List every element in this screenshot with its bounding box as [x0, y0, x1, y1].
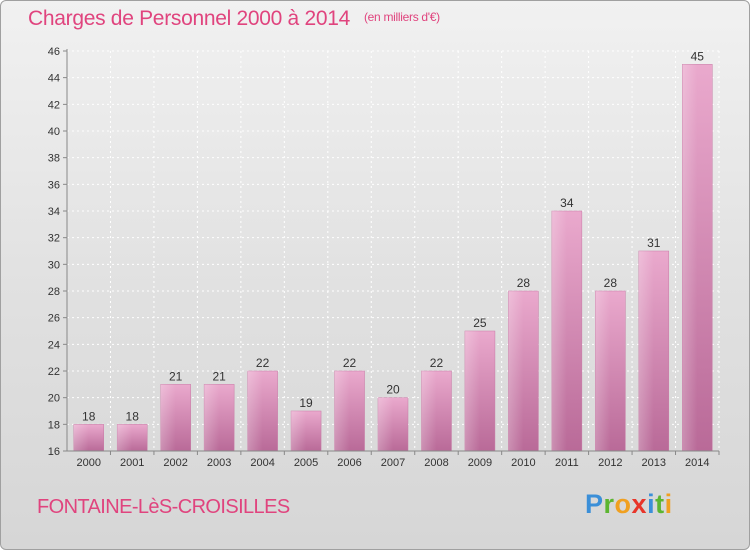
bars [73, 64, 713, 452]
x-tick-label: 2008 [424, 457, 448, 469]
commune-name: FONTAINE-LèS-CROISILLES [37, 496, 290, 518]
bar-highlight [464, 331, 480, 451]
x-tick-label: 2014 [685, 457, 709, 469]
bar-highlight [682, 64, 698, 452]
data-label: 20 [386, 383, 400, 397]
data-label: 21 [169, 369, 183, 383]
axes: 16 18 20 22 24 26 28 30 32 34 36 38 40 42 44 46 2000 2001… [48, 46, 720, 469]
y-tick-label: 46 [48, 46, 60, 58]
proxiti-logo: Proxiti [585, 489, 673, 520]
bar-highlight [334, 371, 350, 451]
data-labels: 18 18 21 21 22 19 22 20 22 25 28 34 28 31 45 [82, 49, 704, 423]
data-label: 31 [647, 236, 661, 250]
bar-highlight [378, 397, 393, 451]
y-tick-label: 38 [48, 153, 60, 165]
data-label: 25 [473, 316, 487, 330]
chart-title-text: Charges de Personnel 2000 à 2014 [28, 7, 350, 30]
y-tick-label: 34 [48, 206, 60, 218]
logo-letter: i [664, 489, 673, 519]
data-label: 18 [82, 409, 96, 423]
y-tick-label: 24 [48, 339, 60, 351]
x-tick-label: 2004 [250, 457, 274, 469]
logo-letter: i [647, 489, 656, 519]
y-tick-label: 44 [48, 73, 60, 85]
x-tick-label: 2006 [337, 457, 361, 469]
chart-unit: (en milliers d'€) [363, 10, 440, 24]
bar-highlight [160, 384, 176, 451]
x-tick-label: 2009 [468, 457, 492, 469]
logo-letter: o [614, 489, 632, 519]
x-tick-label: 2002 [163, 457, 187, 469]
x-tick-label: 2010 [511, 457, 535, 469]
bar-highlight [247, 371, 263, 451]
data-label: 34 [560, 196, 574, 210]
x-tick-label: 2003 [207, 457, 231, 469]
x-tick-label: 2001 [120, 457, 144, 469]
x-tick-label: 2000 [76, 457, 100, 469]
x-tick-label: 2011 [555, 457, 579, 469]
y-tick-label: 36 [48, 179, 60, 191]
bar-highlight [73, 424, 89, 451]
bar-highlight [117, 424, 133, 451]
data-label: 21 [212, 369, 226, 383]
y-tick-label: 22 [48, 366, 60, 378]
data-label: 45 [691, 49, 705, 63]
bar-highlight [638, 251, 654, 451]
bar-highlight [508, 291, 524, 451]
logo-letter: P [585, 489, 604, 519]
x-tick-label: 2007 [381, 457, 405, 469]
bar-highlight [204, 384, 220, 451]
y-tick-label: 40 [48, 126, 60, 138]
data-label: 28 [604, 276, 618, 290]
logo-letter: t [655, 489, 665, 519]
data-label: 19 [299, 396, 313, 410]
logo-letter: r [603, 489, 615, 519]
y-tick-label: 16 [48, 446, 60, 458]
data-label: 28 [517, 276, 531, 290]
data-label: 18 [126, 409, 140, 423]
data-label: 22 [256, 356, 270, 370]
y-tick-label: 32 [48, 233, 60, 245]
y-tick-label: 20 [48, 393, 60, 405]
bar-highlight [551, 211, 567, 451]
x-tick-label: 2013 [642, 457, 666, 469]
y-tick-label: 26 [48, 313, 60, 325]
grid-lines [66, 50, 720, 452]
bar-highlight [421, 371, 437, 451]
logo-letter: x [631, 489, 648, 519]
y-tick-label: 30 [48, 259, 60, 271]
y-tick-label: 18 [48, 419, 60, 431]
y-tick-label: 28 [48, 286, 60, 298]
y-tick-label: 42 [48, 99, 60, 111]
bar-highlight [291, 411, 307, 451]
bar-highlight [595, 291, 611, 451]
x-tick-label: 2012 [598, 457, 622, 469]
data-label: 22 [343, 356, 357, 370]
data-label: 22 [430, 356, 444, 370]
x-tick-label: 2005 [294, 457, 318, 469]
chart-title: Charges de Personnel 2000 à 2014 (en mill… [28, 7, 440, 31]
